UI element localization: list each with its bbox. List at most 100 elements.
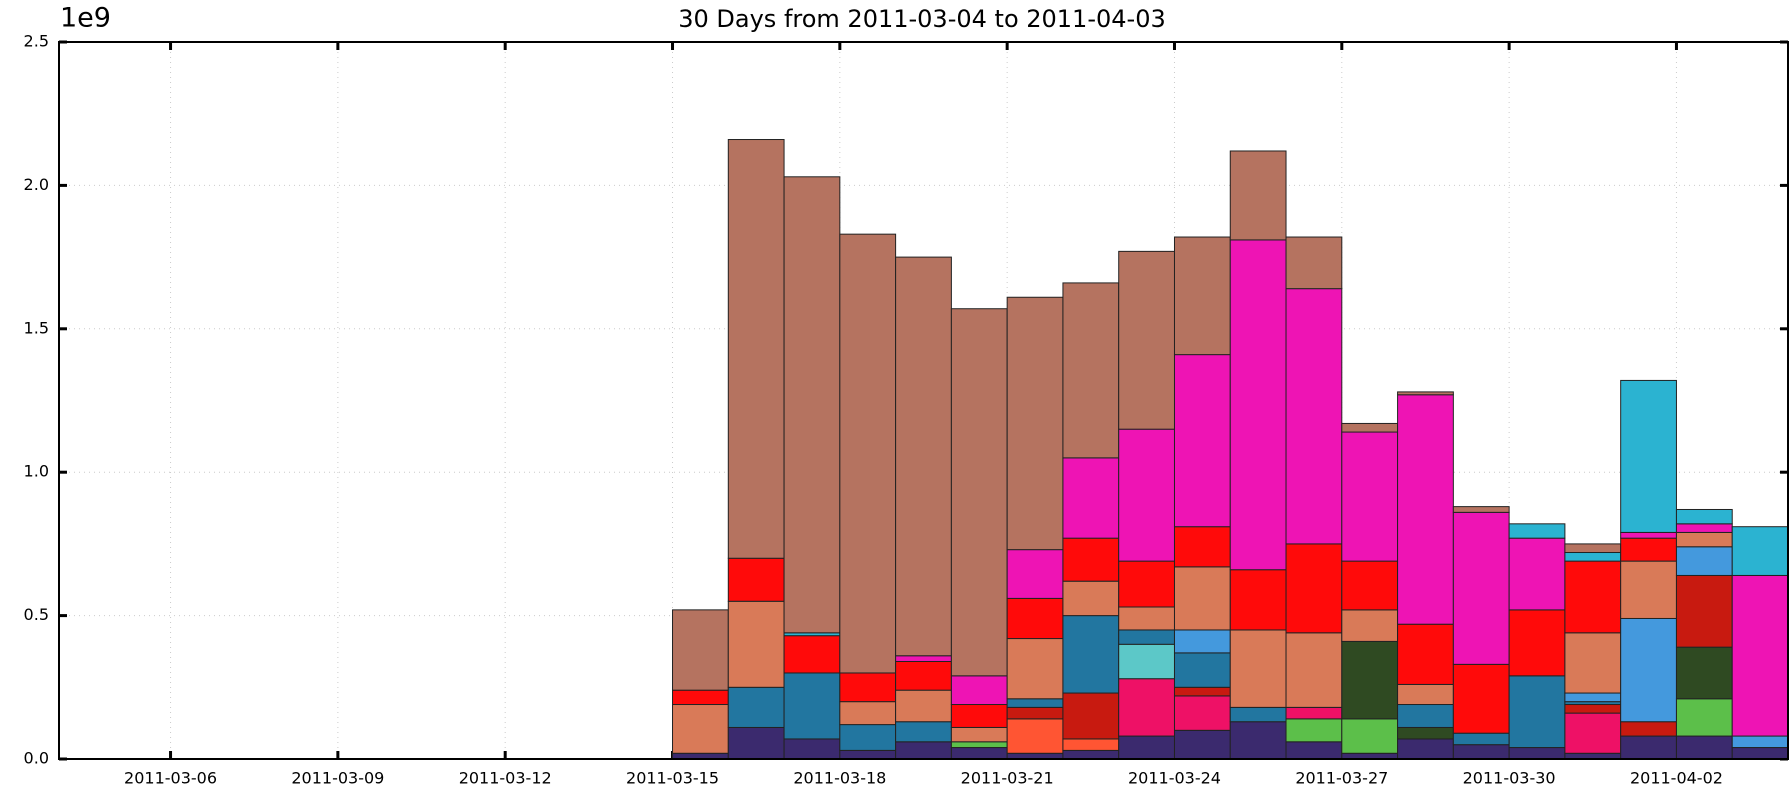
y-tick-label: 2.5 <box>24 32 49 51</box>
bar-segment <box>1006 296 1064 551</box>
bar-segment <box>1118 250 1175 430</box>
bar-segment <box>1229 629 1287 708</box>
bar-segment <box>1006 718 1064 754</box>
bar-segment <box>1508 537 1566 611</box>
bar-segment <box>783 635 841 674</box>
bar-segment <box>1229 706 1287 723</box>
bar-segment <box>1173 629 1231 654</box>
bar-segment <box>1062 692 1120 740</box>
bar-segment <box>1452 663 1510 734</box>
bar-segment <box>950 308 1008 677</box>
bar-segment <box>895 721 952 743</box>
bar-segment <box>1397 391 1454 396</box>
bar-segment <box>1341 640 1399 720</box>
bar-segment <box>1006 549 1064 599</box>
bar-segment <box>1620 531 1677 539</box>
bar-segment <box>1620 379 1677 533</box>
bar-segment <box>1341 718 1399 754</box>
bar-segment <box>727 557 785 602</box>
bar-segment <box>1062 615 1120 694</box>
bar-segment <box>950 675 1008 706</box>
bar-segment <box>1564 704 1622 714</box>
bar-segment <box>1452 744 1510 760</box>
bar-segment <box>1229 721 1287 760</box>
y-multiplier: 1e9 <box>60 3 111 34</box>
x-tick-label: 2011-03-21 <box>961 769 1054 788</box>
bar-segment <box>1062 457 1120 539</box>
bar-segment <box>1564 692 1622 703</box>
bar-segment <box>1062 749 1120 760</box>
bar-segment <box>839 749 897 760</box>
bar-segment <box>895 741 952 760</box>
bar-segment <box>1285 288 1343 545</box>
bar-segment <box>1062 580 1120 617</box>
bar-segment <box>1452 506 1510 513</box>
bar-segment <box>1564 712 1622 754</box>
bar-segment <box>727 686 785 728</box>
bar-segment <box>1564 552 1622 562</box>
bar-segment <box>1452 732 1510 746</box>
bar-segment <box>672 704 729 754</box>
bar-segment <box>1508 747 1566 760</box>
bar-segment <box>672 689 729 706</box>
bar-segment <box>1341 431 1399 562</box>
bar-segment <box>1675 523 1733 533</box>
bar-segment <box>1173 686 1231 697</box>
bar-segment <box>1173 729 1231 760</box>
bar-segment <box>950 704 1008 728</box>
bar-segment <box>839 724 897 751</box>
bar-segment <box>783 176 841 634</box>
bar-segment <box>839 672 897 703</box>
bar-segment <box>1452 511 1510 665</box>
bar-segment <box>1229 150 1287 241</box>
bar-segment <box>1062 537 1120 582</box>
bar-segment <box>1173 652 1231 688</box>
bar-segment <box>1118 606 1175 631</box>
bar-segment <box>1006 698 1064 708</box>
bar-segment <box>1731 526 1789 576</box>
y-tick-label: 0.5 <box>24 605 49 624</box>
bar-segment <box>1006 706 1064 720</box>
bar-segment <box>1173 236 1231 356</box>
bar-segment <box>1285 706 1343 720</box>
bar-segment <box>1285 718 1343 743</box>
bar-segment <box>1118 678 1175 737</box>
bar-segment <box>1675 531 1733 548</box>
bar-segment <box>1675 735 1733 760</box>
bar-segment <box>1285 741 1343 760</box>
bar-segment <box>950 726 1008 743</box>
bar-segment <box>1397 738 1454 760</box>
bar-segment <box>727 726 785 760</box>
y-tick-label: 1.0 <box>24 462 49 481</box>
bar-segment <box>1620 721 1677 737</box>
x-tick-label: 2011-03-15 <box>626 769 719 788</box>
bar-segment <box>895 689 952 723</box>
bar-segment <box>1397 726 1454 740</box>
bar-segment <box>950 741 1008 749</box>
bar-segment <box>895 655 952 662</box>
bar-segment <box>1564 543 1622 554</box>
bar-segment <box>1675 546 1733 576</box>
bar-segment <box>1508 675 1566 749</box>
chart-subtitle: 30 Days from 2011-03-04 to 2011-04-03 <box>678 5 1165 33</box>
bar-segment <box>1731 735 1789 749</box>
bar-segment <box>1173 354 1231 528</box>
bar-segment <box>727 139 785 559</box>
x-tick-label: 2011-03-30 <box>1463 769 1556 788</box>
bar-segment <box>895 256 952 657</box>
bar-segment <box>1118 428 1175 562</box>
x-tick-label: 2011-04-02 <box>1630 769 1723 788</box>
bar-segment <box>1620 735 1677 760</box>
bar-segment <box>1118 560 1175 608</box>
bar-segment <box>1062 282 1120 459</box>
bar-segment <box>1508 523 1566 539</box>
bar-segment <box>1173 566 1231 631</box>
x-tick-label: 2011-03-06 <box>124 769 217 788</box>
bar-segment <box>1675 508 1733 525</box>
bar-segment <box>1341 422 1399 433</box>
bar-segment <box>1118 735 1175 760</box>
bar-segment <box>1731 574 1789 737</box>
bar-segment <box>1620 617 1677 723</box>
bar-segment <box>1675 646 1733 700</box>
bar-segment <box>1675 574 1733 648</box>
